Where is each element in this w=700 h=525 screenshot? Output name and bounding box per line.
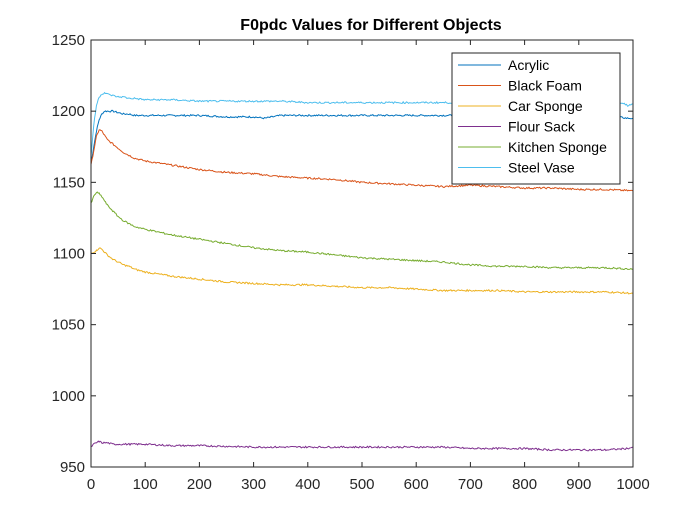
legend-label: Steel Vase xyxy=(508,160,575,176)
x-tick-label: 900 xyxy=(566,476,591,493)
series-line-car-sponge xyxy=(90,247,634,295)
x-tick-label: 100 xyxy=(133,476,158,493)
y-tick-label: 1000 xyxy=(52,388,85,405)
legend: Acrylic Black Foam Car Sponge Flour Sack Kit… xyxy=(451,52,621,185)
legend-label: Kitchen Sponge xyxy=(508,139,607,155)
legend-label: Flour Sack xyxy=(508,119,576,135)
x-tick-label: 200 xyxy=(187,476,212,493)
chart-title: F0pdc Values for Different Objects xyxy=(240,17,502,34)
x-tick-label: 300 xyxy=(241,476,266,493)
x-tick-label: 800 xyxy=(512,476,537,493)
x-tick-label: 700 xyxy=(458,476,483,493)
y-tick-label: 1150 xyxy=(53,174,85,191)
legend-label: Car Sponge xyxy=(508,98,583,114)
series-line-kitchen-sponge xyxy=(90,191,634,270)
x-tick-label: 1000 xyxy=(616,476,649,493)
legend-label: Black Foam xyxy=(508,78,582,94)
x-tick-label: 400 xyxy=(295,476,320,493)
legend-box xyxy=(451,52,621,185)
legend-label: Acrylic xyxy=(508,57,549,73)
y-tick-label: 1250 xyxy=(52,32,85,49)
x-tick-label: 0 xyxy=(87,476,95,493)
y-tick-label: 950 xyxy=(60,459,85,476)
y-tick-label: 1100 xyxy=(53,246,85,263)
axes: 0 100 200 300 400 500 600 700 800 900 1000 950 1000 1… xyxy=(52,32,650,493)
y-tick-label: 1200 xyxy=(52,103,85,120)
x-tick-label: 500 xyxy=(349,476,374,493)
x-tick-label: 600 xyxy=(404,476,429,493)
series-line-black-foam xyxy=(90,129,634,192)
y-tick-label: 1050 xyxy=(52,317,85,334)
series-line-flour-sack xyxy=(90,440,634,452)
